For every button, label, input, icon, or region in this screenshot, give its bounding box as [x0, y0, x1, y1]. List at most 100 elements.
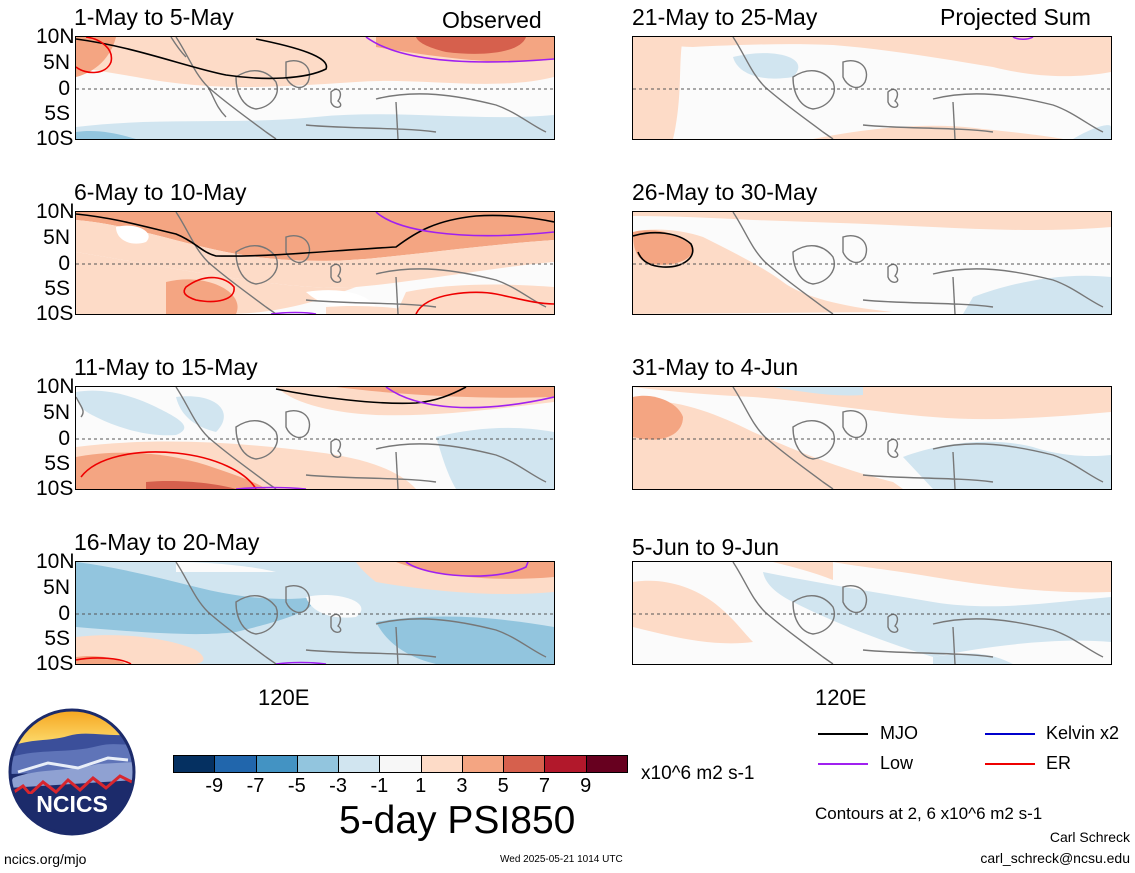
colorbar-tick-label: -7: [246, 775, 265, 797]
legend-label-kelvin: Kelvin x2: [1046, 723, 1120, 743]
land-outline: [732, 212, 1104, 314]
logo-text: NCICS: [36, 791, 108, 817]
lon-label: 120E: [258, 685, 310, 710]
colorbar-units: x10^6 m2 s-1: [641, 763, 755, 784]
land-outline: [732, 387, 1104, 489]
lat-label: 5S: [44, 277, 70, 300]
shading: [633, 387, 1111, 489]
lat-label: 10S: [36, 127, 74, 150]
land-outline: [175, 212, 547, 314]
map-panel: [632, 386, 1112, 490]
contours: [633, 231, 694, 268]
colorbar: [173, 755, 628, 773]
colorbar-swatch: [296, 755, 340, 773]
colorbar-tick-label: -3: [329, 775, 347, 797]
colorbar-tick-label: 3: [456, 775, 468, 797]
lat-label: 5N: [43, 226, 70, 249]
lat-label: 0: [58, 252, 70, 275]
colorbar-tick-label: 1: [415, 775, 427, 797]
lon-label: 120E: [815, 685, 867, 710]
panel-title: 6-May to 10-May: [74, 179, 247, 205]
colorbar-swatch: [214, 755, 257, 773]
colorbar-tick-label: 7: [538, 775, 551, 797]
contours: [76, 562, 529, 664]
map-panel: [632, 211, 1112, 315]
lat-label: 5N: [43, 401, 70, 424]
colorbar-tick-label: -9: [205, 775, 224, 797]
contour-note: Contours at 2, 6 x10^6 m2 s-1: [815, 804, 1043, 823]
lat-label: 10S: [36, 302, 74, 325]
lat-label: 5N: [43, 51, 70, 74]
land-outline: [732, 37, 1104, 139]
colorbar-tick-label: -5: [287, 775, 306, 797]
author-email: carl_schreck@ncsu.edu: [980, 850, 1130, 866]
author-name: Carl Schreck: [1049, 829, 1130, 845]
land-outline: [170, 37, 547, 139]
legend-label-low: Low: [880, 753, 914, 773]
colorbar-tick-label: -1: [370, 775, 389, 797]
colorbar-ticks: -9 -7 -5 -3 -1 1 3 5 7 9: [173, 776, 627, 798]
lat-label: 10S: [36, 652, 74, 675]
map-panel: [632, 36, 1112, 140]
contours: [80, 387, 554, 489]
colorbar-swatch: [173, 755, 216, 773]
lat-label: 0: [58, 427, 70, 450]
panel-title: 21-May to 25-May: [632, 4, 818, 30]
panel-tag: Observed: [442, 7, 542, 33]
shading: [76, 37, 554, 139]
legend-swatch-mjo: [818, 733, 868, 735]
colorbar-swatch: [503, 755, 546, 773]
shading: [633, 37, 1111, 139]
lat-label: 10S: [36, 477, 74, 500]
panel-title: 11-May to 15-May: [74, 354, 258, 380]
land-outline: [175, 562, 547, 664]
shading: [76, 212, 554, 314]
legend-swatch-er: [985, 763, 1035, 765]
lat-label: 5N: [43, 576, 70, 599]
lat-label: 10N: [36, 25, 75, 48]
timestamp: Wed 2025-05-21 1014 UTC: [500, 854, 623, 865]
lat-label: 0: [58, 77, 70, 100]
map-panel: [75, 36, 555, 140]
shading: [76, 387, 554, 489]
legend-label-mjo: MJO: [880, 723, 918, 743]
colorbar-swatch: [420, 755, 463, 773]
map-panel: [75, 561, 555, 665]
chart-title: 5-day PSI850: [339, 799, 576, 842]
colorbar-swatch: [255, 755, 298, 773]
lat-label: 10N: [36, 375, 75, 398]
site-link[interactable]: ncics.org/mjo: [4, 851, 87, 867]
lat-label: 5S: [44, 452, 70, 475]
ncics-logo: NCICS: [8, 708, 136, 836]
panel-tag: Projected Sum: [940, 4, 1091, 30]
lat-label: 5S: [44, 627, 70, 650]
map-panel: [75, 386, 555, 490]
colorbar-swatch: [338, 755, 381, 773]
lat-label: 10N: [36, 550, 75, 573]
contours: [1012, 37, 1034, 41]
shading: [633, 562, 1111, 664]
colorbar-swatch: [544, 755, 587, 773]
shading: [633, 212, 1111, 314]
colorbar-swatch: [379, 755, 422, 773]
contours: [76, 37, 554, 80]
panel-title: 16-May to 20-May: [74, 529, 260, 555]
contours: [76, 212, 554, 314]
lat-label: 10N: [36, 200, 75, 223]
colorbar-tick-label: 9: [580, 775, 592, 797]
panel-title: 1-May to 5-May: [74, 4, 234, 30]
land-outline: [76, 387, 547, 489]
map-panel: [75, 211, 555, 315]
lat-label: 5S: [44, 102, 70, 125]
colorbar-swatch: [461, 755, 505, 773]
panel-title: 26-May to 30-May: [632, 179, 818, 205]
land-outline: [732, 562, 1104, 664]
panel-title: 31-May to 4-Jun: [632, 354, 799, 380]
legend-swatch-kelvin: [985, 733, 1035, 735]
colorbar-tick-label: 5: [497, 775, 509, 797]
lat-label: 0: [58, 602, 70, 625]
map-panel: [632, 561, 1112, 665]
colorbar-swatch: [585, 755, 628, 773]
legend-label-er: ER: [1046, 753, 1072, 773]
legend-swatch-low: [818, 763, 868, 765]
